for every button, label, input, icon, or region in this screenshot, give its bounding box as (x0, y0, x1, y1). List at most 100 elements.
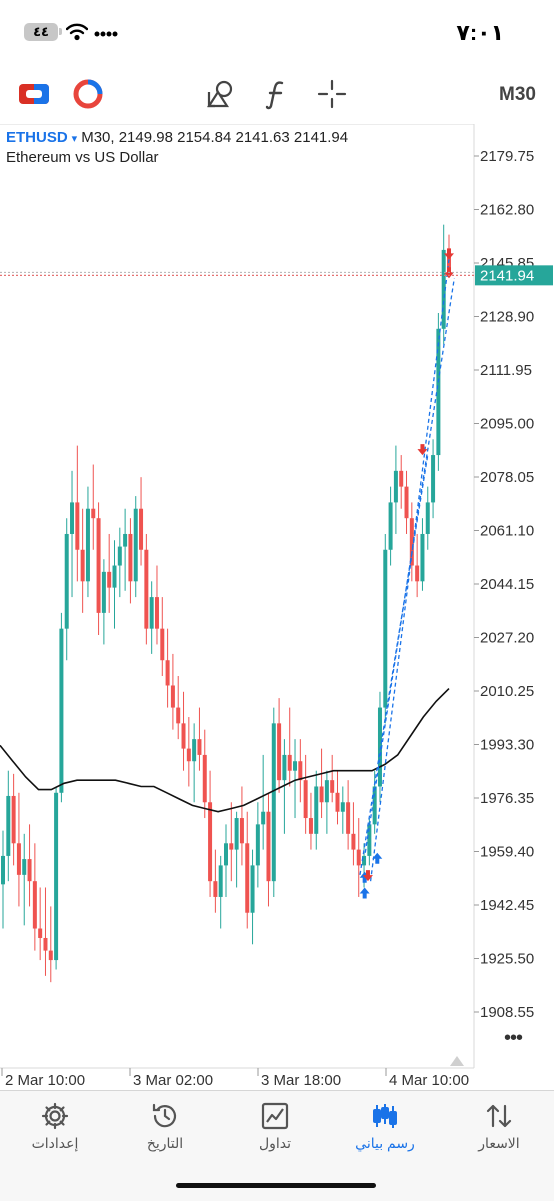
candle-body (367, 824, 372, 856)
sell-arrow-icon (362, 870, 373, 882)
buy-arrow-icon (359, 871, 370, 883)
candle-body (27, 859, 32, 882)
color-theme-icon[interactable] (70, 76, 106, 112)
ohlc-values: M30, 2149.98 2154.84 2141.63 2141.94 (81, 129, 349, 146)
candle-body (372, 786, 377, 825)
tab-label: إعدادات (31, 1135, 79, 1151)
y-tick-label: 2111.95 (480, 362, 532, 379)
tab-bar: إعدادات التاريخ تداول رسم بياني الاسعار (0, 1090, 554, 1201)
battery-icon: ٤٤ (24, 23, 58, 41)
y-tick-label: 1908.55 (480, 1004, 534, 1021)
candle-body (170, 685, 175, 708)
candle-body (176, 707, 181, 724)
tab-chart[interactable]: رسم بياني (330, 1101, 440, 1161)
one-click-trading-icon[interactable] (16, 76, 52, 112)
candle-body (91, 508, 96, 519)
tab-trade[interactable]: تداول (220, 1101, 330, 1161)
candle-body (362, 855, 367, 866)
candle-body (346, 802, 351, 834)
trade-icon (220, 1101, 330, 1131)
y-tick-label: 1942.45 (480, 897, 534, 914)
tab-label: الاسعار (478, 1135, 520, 1151)
candle-body (80, 549, 85, 582)
y-tick-label: 2128.90 (480, 309, 534, 326)
candle-body (356, 849, 361, 866)
candle-body (393, 470, 398, 503)
candle-body (266, 811, 271, 882)
tab-label: التاريخ (146, 1135, 184, 1151)
candle-body (64, 533, 69, 629)
candle-body (314, 786, 319, 834)
price-chart[interactable]: 2179.75 2162.80 2145.85 2128.90 2111.95 2095.… (0, 124, 554, 1090)
candle-body (101, 571, 106, 613)
symbol-name[interactable]: ETHUSD (6, 129, 68, 146)
candle-body (324, 780, 329, 803)
chart-canvas[interactable]: 2179.752162.802145.852128.902111.952095.… (0, 124, 554, 1090)
buy-arrow-icon (372, 852, 383, 864)
x-tick-label: 3 Mar 02:00 (133, 1072, 213, 1089)
candle-body (117, 546, 122, 566)
sell-arrow-icon (444, 248, 454, 260)
more-options-icon[interactable]: ••• (503, 1027, 523, 1049)
candle-body (351, 833, 356, 850)
crosshair-icon[interactable] (314, 76, 350, 112)
chart-icon (330, 1101, 440, 1131)
tab-history[interactable]: التاريخ (110, 1101, 220, 1161)
candle-body (202, 754, 207, 803)
candle-body (319, 786, 324, 803)
candle-body (75, 502, 80, 550)
candle-body (404, 486, 409, 519)
status-time: ٧:٠١ (456, 20, 504, 45)
candle-body (287, 754, 292, 771)
symbol-dropdown-icon[interactable]: ▾ (71, 133, 78, 145)
candle-body (48, 950, 53, 961)
candle-body (415, 565, 420, 582)
candle-body (154, 597, 159, 629)
candle-body (181, 723, 186, 749)
candle-body (149, 597, 154, 629)
candle-body (420, 533, 425, 582)
y-tick-label: 2044.15 (480, 576, 534, 593)
candle-body (96, 518, 101, 613)
candle-body (282, 754, 287, 781)
moving-average-line (0, 688, 450, 813)
candle-body (441, 249, 446, 329)
tab-settings[interactable]: إعدادات (0, 1101, 110, 1161)
candle-body (16, 843, 21, 875)
wifi-icon (66, 23, 88, 41)
timeframe-button[interactable]: M30 (499, 84, 536, 105)
symbol-description: Ethereum vs US Dollar (6, 149, 159, 166)
candle-body (112, 565, 117, 588)
current-price-badge (475, 265, 553, 286)
candle-body (303, 780, 308, 819)
candle-body (239, 818, 244, 844)
candle-body (186, 748, 191, 762)
candle-body (32, 881, 37, 929)
y-tick-label: 1959.40 (480, 844, 534, 861)
candle-body (192, 739, 197, 762)
candle-body (399, 470, 404, 487)
candle-body (383, 549, 388, 708)
candle-body (293, 761, 298, 771)
buy-arrow-icon (359, 887, 370, 899)
candle-body (123, 533, 128, 547)
candle-body (139, 508, 144, 550)
candle-body (229, 843, 234, 850)
y-tick-label: 1993.30 (480, 737, 534, 754)
objects-icon[interactable] (202, 76, 238, 112)
tab-label: رسم بياني (355, 1135, 415, 1151)
settings-icon (0, 1101, 110, 1131)
candle-body (197, 739, 202, 755)
candle-body (85, 508, 90, 582)
current-price-label: 2141.94 (480, 267, 534, 284)
candle-body (335, 792, 340, 812)
tab-quotes[interactable]: الاسعار (444, 1101, 554, 1161)
indicators-icon[interactable] (258, 76, 294, 112)
candle-body (160, 628, 165, 661)
scroll-end-icon[interactable] (450, 1056, 464, 1066)
candle-body (1, 855, 5, 885)
candle-body (340, 802, 345, 812)
y-tick-label: 2078.05 (480, 469, 534, 486)
signal-icon (94, 31, 118, 37)
candle-body (70, 502, 75, 534)
